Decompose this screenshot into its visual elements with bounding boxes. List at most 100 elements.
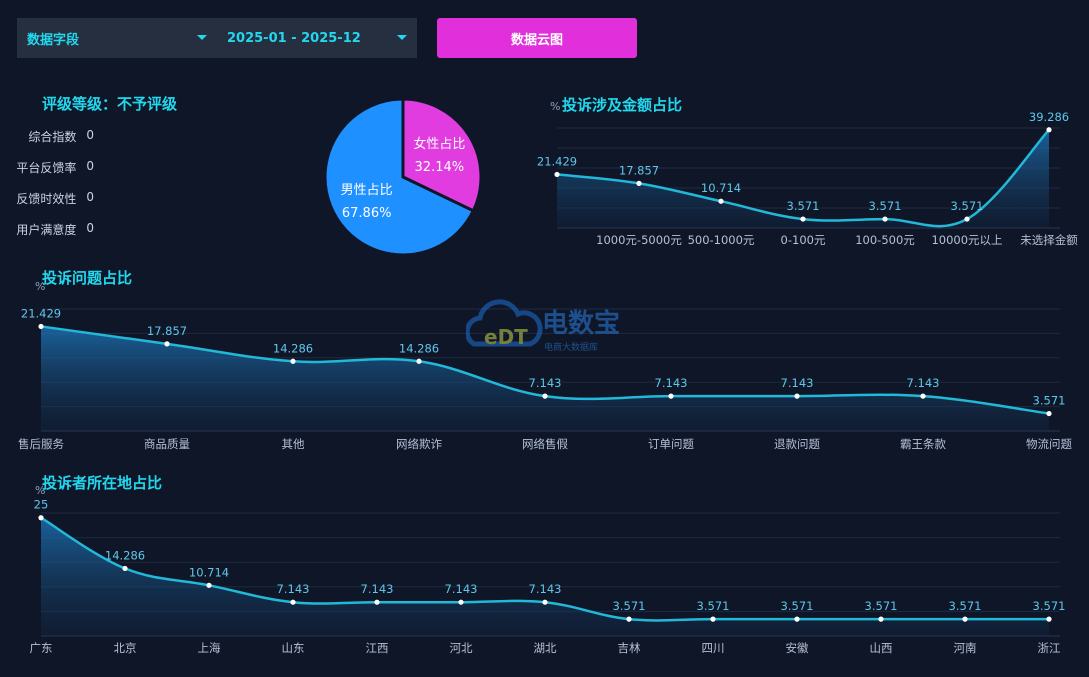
- x-tick-label: 500-1000元: [688, 233, 755, 247]
- x-tick-label: 河南: [954, 641, 977, 655]
- x-tick-label: 物流问题: [1026, 437, 1072, 451]
- data-point[interactable]: [1046, 410, 1052, 417]
- data-point[interactable]: [636, 180, 642, 186]
- rating-title: 评级等级：不予评级: [42, 95, 178, 113]
- data-point[interactable]: [964, 216, 970, 222]
- x-tick-label: 其他: [282, 437, 305, 451]
- data-point[interactable]: [718, 198, 724, 204]
- edt-watermark-logo: eDT 电数宝 电商大数据库: [466, 299, 620, 353]
- x-tick-label: 湖北: [534, 641, 557, 655]
- pie-slice[interactable]: [401, 97, 483, 213]
- metric-label: 平台反馈率: [16, 161, 77, 175]
- x-tick-label: 1000元-5000元: [596, 233, 682, 247]
- data-point[interactable]: [626, 616, 632, 622]
- data-label: 7.143: [781, 376, 814, 390]
- x-tick-label: 退款问题: [774, 437, 820, 451]
- metric-label: 反馈时效性: [16, 192, 77, 206]
- x-tick-label: 订单问题: [648, 437, 694, 451]
- data-point[interactable]: [416, 358, 422, 364]
- data-label: 14.286: [399, 341, 439, 355]
- data-label: 3.571: [869, 199, 902, 213]
- field-select[interactable]: 数据字段: [17, 18, 217, 58]
- data-cloud-button[interactable]: 数据云图: [437, 18, 637, 58]
- region-chart-title: 投诉者所在地占比: [42, 474, 163, 492]
- pie-slice-value: 67.86%: [342, 206, 392, 221]
- area-fill: [41, 326, 1049, 431]
- data-label: 7.143: [529, 582, 562, 596]
- data-label: 3.571: [1033, 599, 1066, 613]
- metric-label: 用户满意度: [16, 223, 77, 237]
- data-point[interactable]: [38, 515, 44, 521]
- data-label: 14.286: [273, 341, 313, 355]
- metric-row: 综合指数 0: [10, 128, 100, 145]
- data-point[interactable]: [542, 393, 548, 399]
- metric-row: 反馈时效性 0: [10, 190, 100, 207]
- data-label: 3.571: [865, 599, 898, 613]
- x-tick-label: 北京: [114, 641, 137, 655]
- data-label: 3.571: [613, 599, 646, 613]
- x-tick-label: 上海: [198, 641, 221, 655]
- data-label: 7.143: [445, 582, 478, 596]
- area-chart-amount: % 21.429 17.857 1000元-5000元 10.714 500-1000元 3…: [537, 100, 1078, 247]
- date-range-label: 2025-01 - 2025-12: [227, 30, 361, 46]
- data-label: 10.714: [189, 565, 229, 579]
- watermark-brand: 电数宝: [542, 308, 620, 339]
- data-point[interactable]: [542, 599, 548, 605]
- metric-row: 用户满意度 0: [10, 221, 100, 238]
- data-label: 3.571: [949, 599, 982, 613]
- data-point[interactable]: [458, 599, 464, 605]
- data-point[interactable]: [920, 393, 926, 399]
- watermark-logo-text: eDT: [484, 325, 528, 349]
- data-point[interactable]: [800, 216, 806, 222]
- x-tick-label: 浙江: [1038, 641, 1061, 655]
- metric-label: 综合指数: [28, 130, 77, 144]
- data-label: 21.429: [21, 306, 61, 320]
- data-point[interactable]: [1046, 616, 1052, 622]
- data-point[interactable]: [164, 341, 170, 347]
- gender-pie-chart: 女性占比 32.14% 男性占比 67.86%: [323, 97, 483, 257]
- data-point[interactable]: [290, 358, 296, 364]
- watermark-sub: 电商大数据库: [544, 341, 598, 353]
- data-label: 25: [34, 498, 49, 512]
- area-fill: [41, 517, 1049, 636]
- data-point[interactable]: [794, 393, 800, 399]
- filter-bar: 数据字段 2025-01 - 2025-12: [17, 18, 417, 58]
- data-label: 10.714: [701, 181, 741, 195]
- data-point[interactable]: [1046, 127, 1052, 133]
- x-tick-label: 山西: [870, 641, 893, 655]
- chevron-down-icon[interactable]: [397, 35, 407, 40]
- data-point[interactable]: [878, 616, 884, 622]
- data-point[interactable]: [374, 599, 380, 605]
- x-tick-label: 10000元以上: [931, 233, 1002, 247]
- data-point[interactable]: [290, 599, 296, 605]
- field-select-label: 数据字段: [27, 32, 80, 48]
- pie-slice-name: 男性占比: [341, 183, 393, 198]
- data-point[interactable]: [882, 216, 888, 222]
- pie-slice[interactable]: [323, 97, 476, 257]
- data-label: 14.286: [105, 548, 145, 562]
- data-point[interactable]: [668, 393, 674, 399]
- metric-value: 0: [86, 128, 94, 142]
- metric-value: 0: [86, 159, 94, 173]
- area-chart-issue: % 21.429 售后服务 17.857 商品质量 14.286 其他 14.286 网络欺诈 7…: [18, 280, 1072, 451]
- x-tick-label: 江西: [366, 641, 389, 655]
- data-label: 17.857: [619, 163, 659, 177]
- data-label: 39.286: [1029, 110, 1069, 124]
- data-label: 7.143: [907, 376, 940, 390]
- x-tick-label: 山东: [282, 641, 305, 655]
- data-label: 7.143: [529, 376, 562, 390]
- x-tick-label: 商品质量: [144, 437, 190, 451]
- y-axis-unit: %: [550, 100, 560, 113]
- date-range-select[interactable]: 2025-01 - 2025-12: [217, 18, 417, 58]
- chevron-down-icon[interactable]: [197, 35, 207, 40]
- data-point[interactable]: [794, 616, 800, 622]
- data-point[interactable]: [554, 171, 560, 178]
- pie-slice-value: 32.14%: [415, 160, 465, 175]
- data-point[interactable]: [206, 582, 212, 588]
- data-point[interactable]: [122, 565, 128, 572]
- data-point[interactable]: [38, 323, 44, 330]
- x-tick-label: 河北: [450, 641, 473, 655]
- data-point[interactable]: [962, 616, 968, 622]
- data-point[interactable]: [710, 616, 716, 622]
